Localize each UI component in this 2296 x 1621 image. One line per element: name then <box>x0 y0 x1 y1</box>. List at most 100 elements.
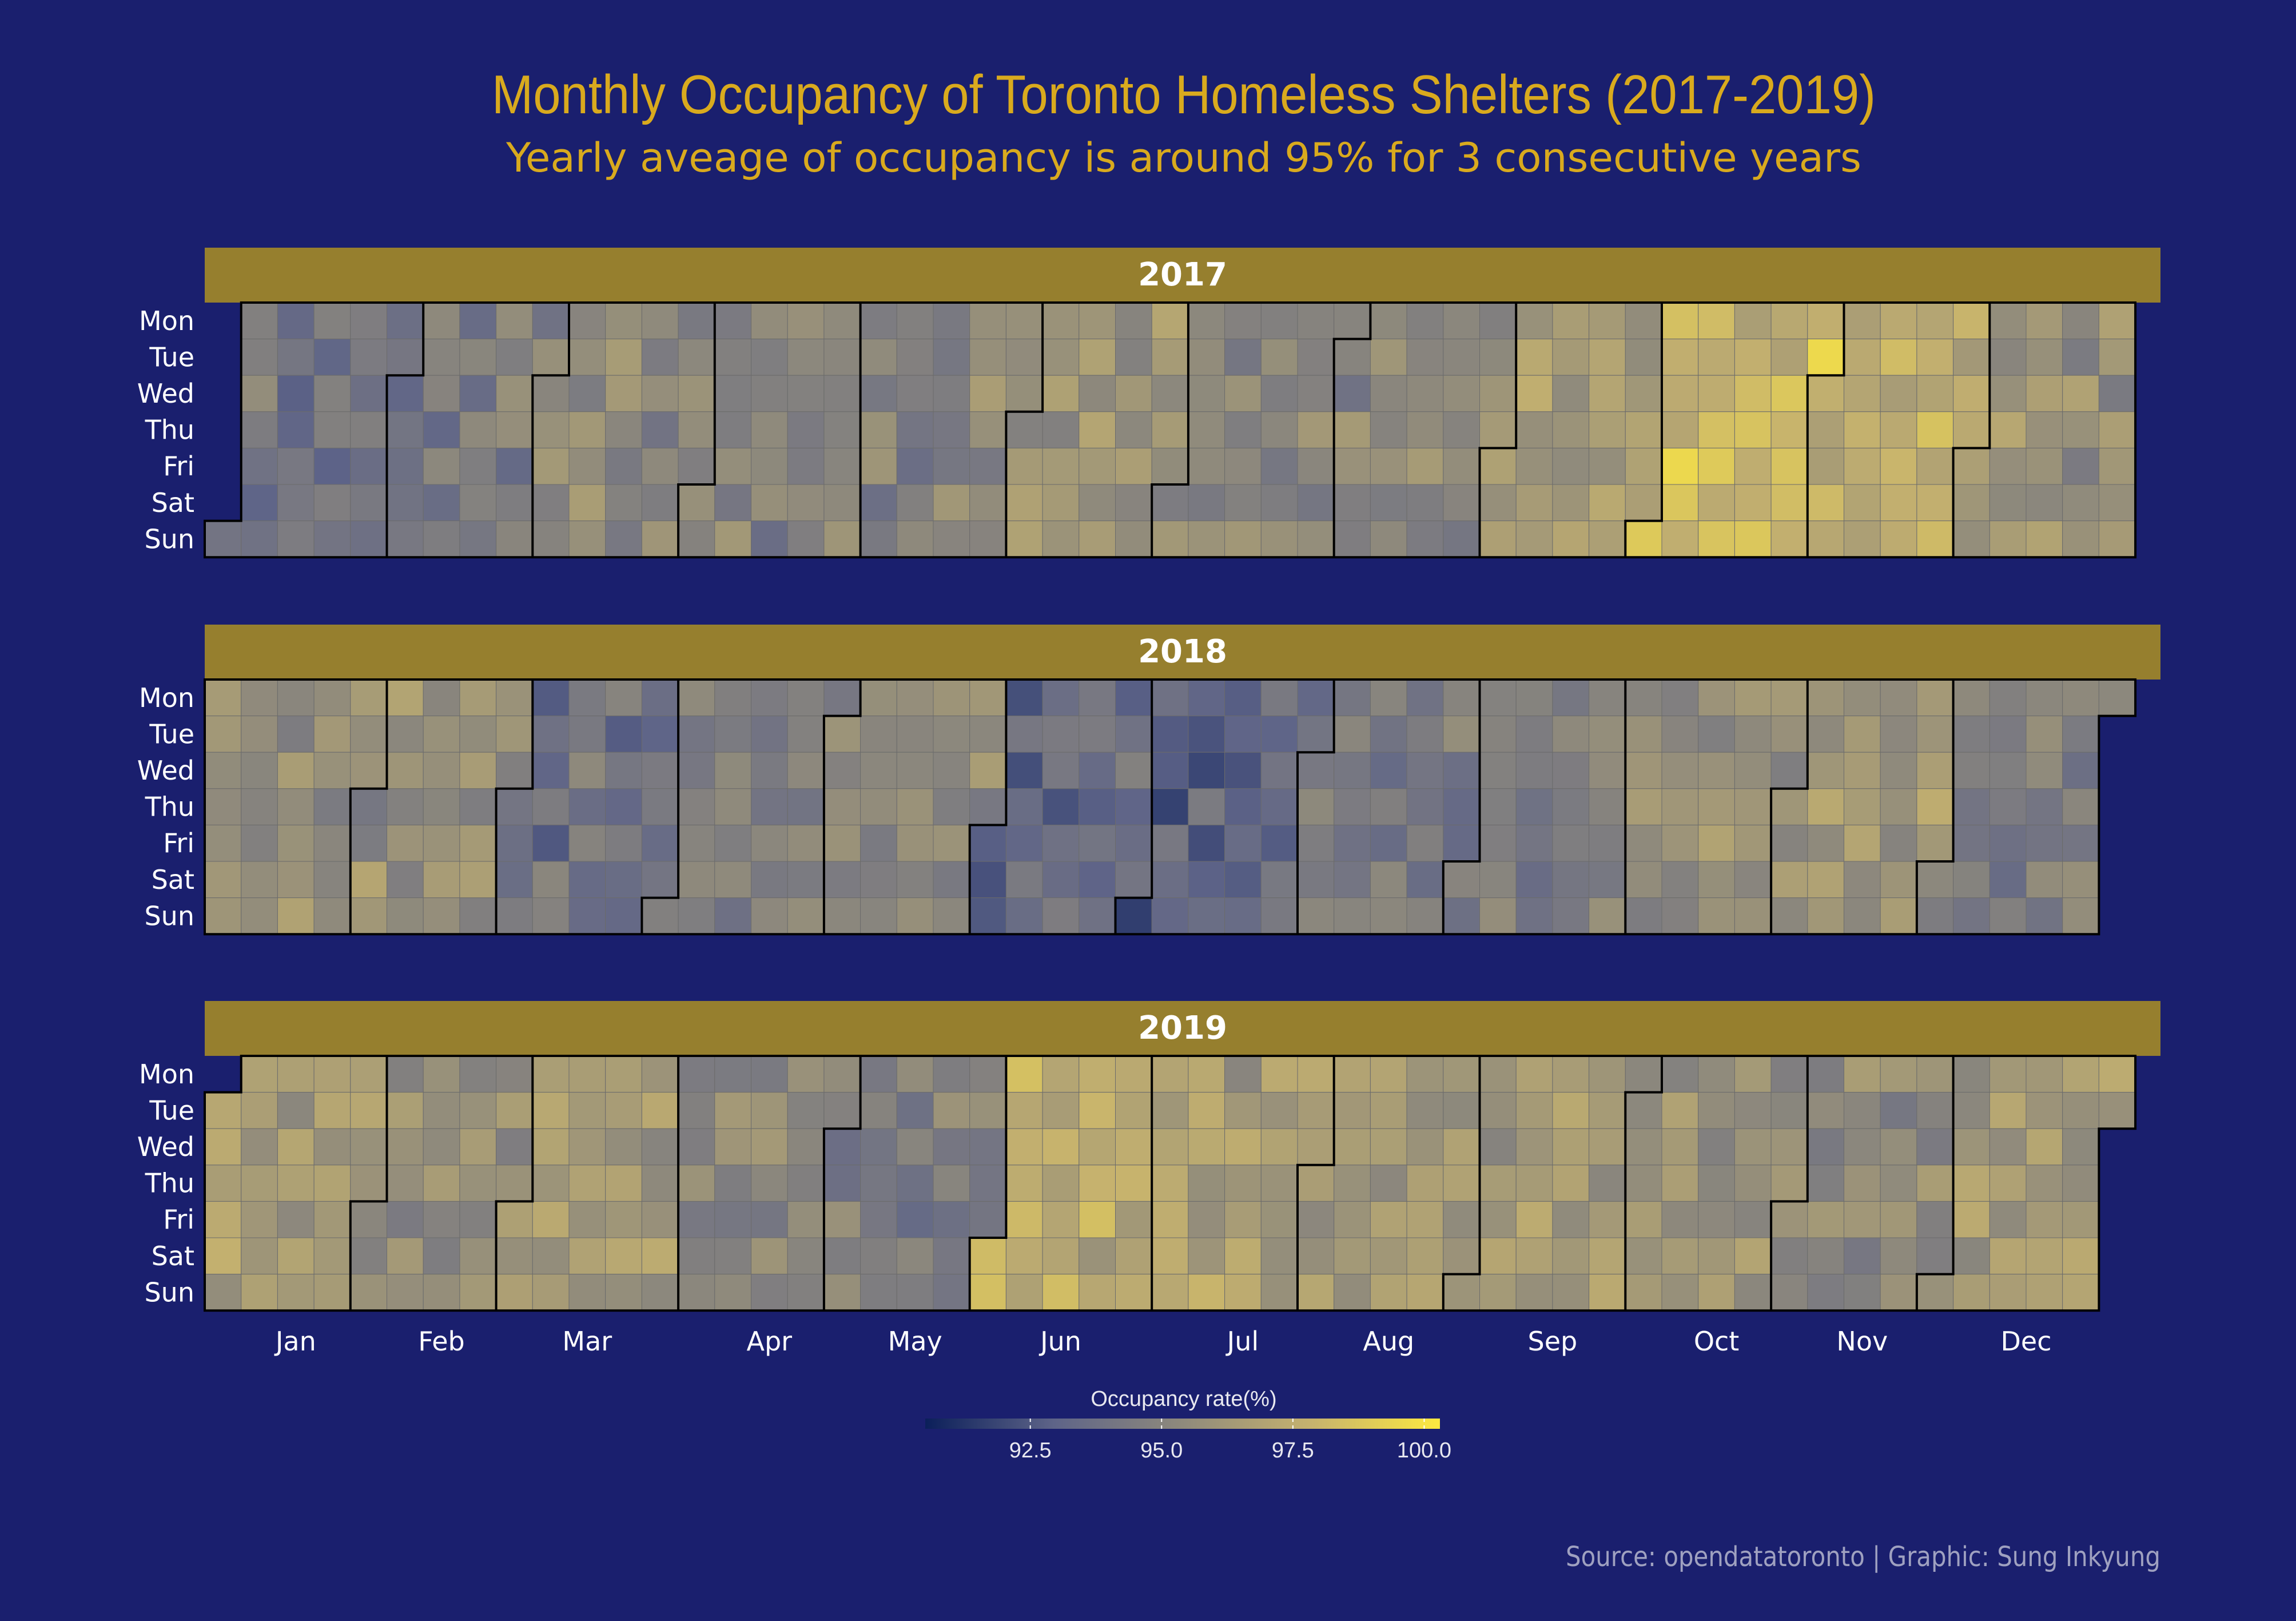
day-cell <box>1370 484 1407 522</box>
day-cell <box>860 716 897 753</box>
day-cell <box>933 521 970 558</box>
day-cell <box>1661 1055 1699 1093</box>
day-cell <box>1734 716 1772 753</box>
weekday-label: Sun <box>144 523 194 554</box>
day-cell <box>459 339 497 376</box>
day-cell <box>532 716 570 753</box>
day-cell <box>714 1274 752 1311</box>
day-cell <box>896 375 934 412</box>
day-cell <box>678 521 715 558</box>
day-cell <box>459 1274 497 1311</box>
day-cell <box>204 1201 242 1238</box>
day-cell <box>678 1092 715 1129</box>
weekday-label: Sun <box>144 900 194 931</box>
day-cell <box>1916 521 1954 558</box>
day-cell <box>1151 339 1189 376</box>
day-cell <box>1953 1274 1990 1311</box>
day-cell <box>1698 752 1735 789</box>
day-cell <box>1770 897 1808 935</box>
day-cell <box>1844 824 1881 862</box>
day-cell <box>313 1274 351 1311</box>
day-cell <box>787 1165 825 1202</box>
day-cell <box>714 1237 752 1275</box>
day-cell <box>1370 302 1407 340</box>
day-cell <box>1989 861 2027 899</box>
day-cell <box>1224 788 1262 825</box>
day-cell <box>1297 521 1335 558</box>
day-cell <box>1115 484 1152 522</box>
day-cell <box>896 484 934 522</box>
day-cell <box>350 679 387 717</box>
day-cell <box>313 447 351 485</box>
day-cell <box>1406 716 1444 753</box>
day-cell <box>1844 752 1881 789</box>
day-cell <box>605 484 642 522</box>
day-cell <box>1188 861 1225 899</box>
day-cell <box>459 897 497 935</box>
day-cell <box>605 679 642 717</box>
day-cell <box>1770 788 1808 825</box>
weekday-label: Tue <box>149 1095 194 1126</box>
day-cell <box>1297 1092 1335 1129</box>
day-cell <box>933 302 970 340</box>
day-cell <box>787 1092 825 1129</box>
day-cell <box>1807 1128 1845 1166</box>
day-cell <box>1916 1165 1954 1202</box>
day-cell <box>1953 447 1990 485</box>
day-cell <box>1770 679 1808 717</box>
day-cell <box>387 1274 424 1311</box>
day-cell <box>1443 1092 1481 1129</box>
day-cell <box>532 788 570 825</box>
day-cell <box>1079 824 1116 862</box>
day-cell <box>313 1055 351 1093</box>
day-cell <box>313 1128 351 1166</box>
day-cell <box>568 679 606 717</box>
day-cell <box>568 447 606 485</box>
day-cell <box>1334 788 1371 825</box>
day-cell <box>532 1237 570 1275</box>
day-cell <box>1115 375 1152 412</box>
day-cell <box>787 752 825 789</box>
day-cell <box>1589 375 1626 412</box>
day-cell <box>1406 375 1444 412</box>
day-cell <box>1625 861 1662 899</box>
day-cell <box>423 1165 460 1202</box>
day-cell <box>751 484 788 522</box>
day-cell <box>1844 521 1881 558</box>
day-cell <box>751 716 788 753</box>
day-cell <box>387 752 424 789</box>
day-cell <box>1916 1055 1954 1093</box>
day-cell <box>1479 1128 1517 1166</box>
day-cell <box>568 1274 606 1311</box>
day-cell <box>605 861 642 899</box>
day-cell <box>1005 1274 1043 1311</box>
day-cell <box>1625 679 1662 717</box>
day-cell <box>1734 679 1772 717</box>
day-cell <box>896 339 934 376</box>
day-cell <box>751 411 788 448</box>
day-cell <box>1479 897 1517 935</box>
day-cell <box>1188 788 1225 825</box>
weekday-label: Thu <box>145 415 194 446</box>
day-cell <box>678 861 715 899</box>
day-cell <box>313 411 351 448</box>
day-cell <box>1479 1165 1517 1202</box>
day-cell <box>350 861 387 899</box>
month-label: Oct <box>1694 1326 1740 1357</box>
day-cell <box>1734 339 1772 376</box>
day-cell <box>1406 824 1444 862</box>
day-cell <box>1297 1274 1335 1311</box>
day-cell <box>823 1165 861 1202</box>
day-cell <box>2026 1165 2063 1202</box>
day-cell <box>1844 861 1881 899</box>
day-cell <box>568 411 606 448</box>
day-cell <box>1005 752 1043 789</box>
day-cell <box>1297 375 1335 412</box>
day-cell <box>1297 447 1335 485</box>
day-cell <box>860 1274 897 1311</box>
day-cell <box>823 788 861 825</box>
day-cell <box>1734 411 1772 448</box>
day-cell <box>2026 824 2063 862</box>
day-cell <box>714 679 752 717</box>
day-cell <box>1224 897 1262 935</box>
